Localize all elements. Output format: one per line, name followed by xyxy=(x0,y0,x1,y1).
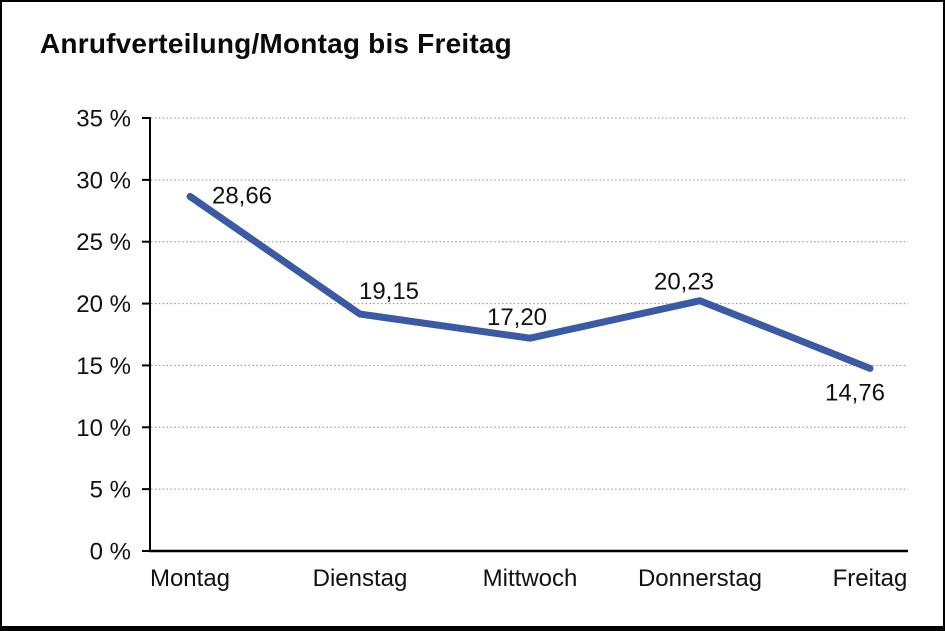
x-tick-label: Montag xyxy=(150,565,230,592)
x-tick-label: Donnerstag xyxy=(638,565,762,592)
x-tick-label: Freitag xyxy=(833,565,908,592)
data-label: 19,15 xyxy=(359,278,419,305)
x-tick-label: Dienstag xyxy=(313,565,408,592)
y-tick-label: 25 % xyxy=(76,229,131,256)
x-tick-label: Mittwoch xyxy=(483,565,578,592)
data-label: 17,20 xyxy=(487,304,547,331)
data-line xyxy=(186,192,874,372)
y-tick-label: 15 % xyxy=(76,353,131,380)
y-tick-label: 35 % xyxy=(76,106,131,133)
data-label: 14,76 xyxy=(825,379,885,406)
data-label: 20,23 xyxy=(654,269,714,296)
y-tick-label: 30 % xyxy=(76,167,131,194)
y-tick-label: 5 % xyxy=(90,477,131,504)
y-tick-label: 0 % xyxy=(90,539,131,566)
data-label: 28,66 xyxy=(212,182,272,209)
chart-title: Anrufverteilung/Montag bis Freitag xyxy=(40,28,512,59)
y-tick-label: 20 % xyxy=(76,291,131,318)
y-tick-label: 10 % xyxy=(76,415,131,442)
